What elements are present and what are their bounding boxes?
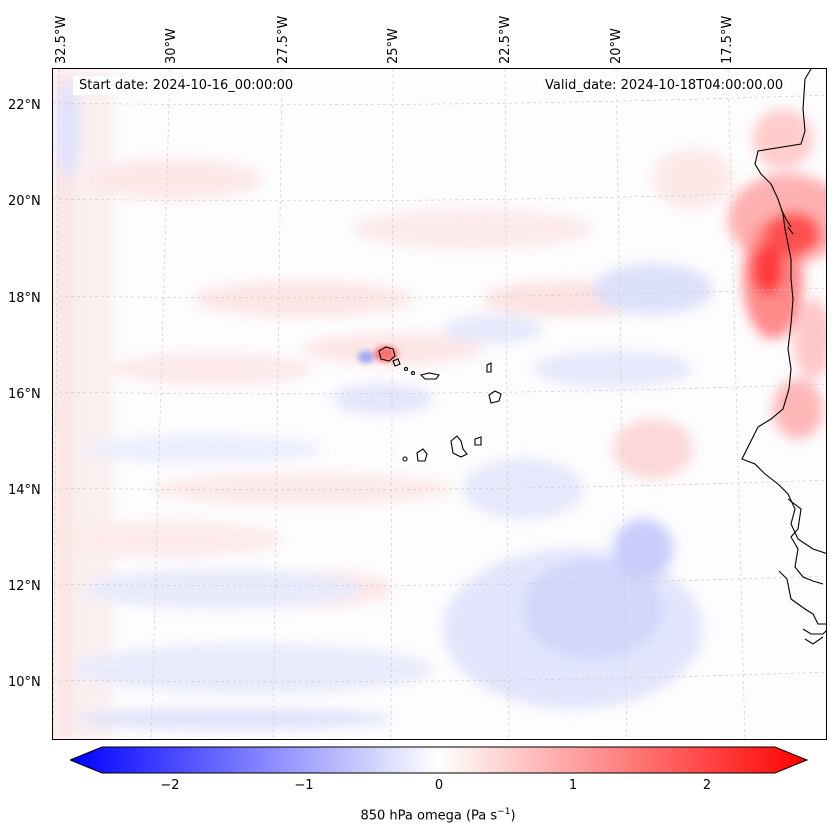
colorbar-label-end: ) — [510, 808, 516, 824]
lon-label-32-5w: 32.5°W — [54, 15, 69, 64]
lon-label-20w: 20°W — [609, 28, 624, 64]
lon-label-30w: 30°W — [164, 28, 179, 64]
coastal-ascent-region — [728, 109, 826, 439]
start-date-label: Start date: 2024-10-16_00:00:00 — [73, 76, 300, 95]
lat-label-14n: 14°N — [8, 483, 41, 498]
colorbar-label-unit-exponent: −1 — [497, 807, 511, 817]
lat-label-16n: 16°N — [8, 387, 41, 402]
lat-label-12n: 12°N — [8, 579, 41, 594]
omega-colorbar — [70, 746, 808, 774]
colorbar-body — [70, 746, 808, 774]
lat-label-22n: 22°N — [8, 98, 41, 113]
colorbar-tick-2: 2 — [702, 778, 712, 793]
lon-label-17-5w: 17.5°W — [720, 15, 735, 64]
coastal-inlet — [780, 208, 794, 235]
lon-label-27-5w: 27.5°W — [276, 15, 291, 64]
map-panel[interactable] — [52, 68, 827, 740]
colorbar-tick-minus-1: −1 — [294, 778, 314, 793]
omega-field-map — [53, 69, 826, 739]
cape-verde-islands — [378, 346, 502, 462]
graticule — [53, 69, 826, 739]
colorbar-label: 850 hPa omega (Pa s−1) — [0, 807, 837, 823]
colorbar-tick-0: 0 — [434, 778, 444, 793]
lat-label-10n: 10°N — [8, 675, 41, 690]
lat-label-18n: 18°N — [8, 291, 41, 306]
lat-label-20n: 20°N — [8, 194, 41, 209]
colorbar-tick-minus-2: −2 — [160, 778, 180, 793]
colorbar-label-main: 850 hPa omega (Pa s — [360, 808, 498, 824]
colorbar-tick-1: 1 — [568, 778, 578, 793]
lon-label-22-5w: 22.5°W — [498, 15, 513, 64]
africa-coastline — [741, 69, 826, 554]
valid-date-label: Valid_date: 2024-10-18T04:00:00.00 — [539, 76, 790, 95]
lon-label-25w: 25°W — [386, 28, 401, 64]
